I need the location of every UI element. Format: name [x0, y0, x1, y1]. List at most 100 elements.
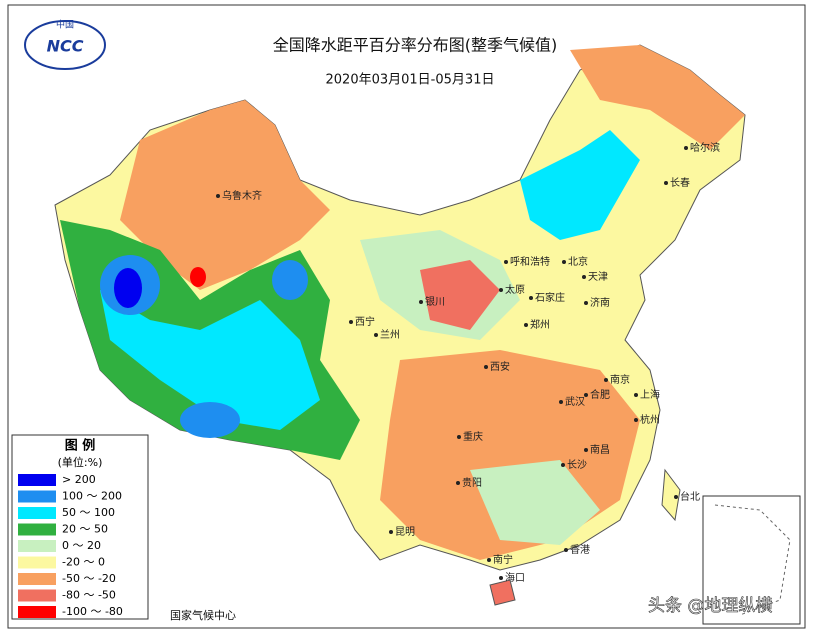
city-dot	[634, 393, 638, 397]
south-sea-inset	[702, 495, 801, 625]
city-label: 合肥	[590, 388, 610, 401]
city-dot	[504, 260, 508, 264]
city-dot	[529, 296, 533, 300]
city-label: 哈尔滨	[690, 141, 720, 154]
legend-label: 0 ～ 20	[62, 539, 101, 552]
city-label: 香港	[570, 544, 590, 556]
region	[180, 402, 240, 438]
city-label: 台北	[680, 490, 700, 503]
legend: 图 例 (单位:%) > 200 100 ～ 200 50 ～ 100 20 ～ 50…	[11, 434, 149, 620]
legend-swatch	[18, 540, 56, 552]
logo-ring	[24, 20, 106, 70]
city-label: 天津	[588, 271, 608, 283]
legend-swatch	[18, 589, 56, 602]
city-dot	[584, 448, 588, 452]
city-dot	[349, 320, 353, 324]
city-label: 南京	[610, 373, 630, 386]
legend-label: -100 ～ -80	[62, 605, 123, 618]
city-dot	[419, 300, 423, 304]
legend-items: > 200 100 ～ 200 50 ～ 100 20 ～ 50 0 ～ 20 -20 ～…	[18, 473, 123, 618]
city-label: 乌鲁木齐	[222, 189, 262, 202]
legend-label: > 200	[62, 473, 96, 486]
city-label: 上海	[640, 388, 660, 401]
watermark: 头条 @地理纵横	[648, 596, 772, 616]
legend-label: -80 ～ -50	[62, 589, 116, 602]
source: 国家气候中心	[170, 608, 236, 622]
region	[190, 267, 206, 287]
city-label: 北京	[568, 255, 588, 268]
island	[661, 468, 681, 522]
city-label: 重庆	[463, 430, 483, 443]
region	[520, 130, 640, 240]
city-dot	[457, 435, 461, 439]
legend-swatch	[18, 573, 56, 585]
city-label: 银川	[425, 295, 445, 308]
city-dot	[664, 181, 668, 185]
city-dot	[524, 323, 528, 327]
region	[100, 290, 320, 430]
map	[54, 44, 746, 606]
city-label: 贵阳	[462, 476, 482, 489]
city-label: 西安	[490, 360, 510, 373]
city-dot	[634, 418, 638, 422]
city-label: 长沙	[567, 459, 587, 471]
region	[120, 100, 330, 290]
legend-swatch	[18, 507, 56, 519]
region	[420, 260, 500, 330]
city-label: 南宁	[493, 553, 513, 566]
city-label: 南昌	[590, 443, 610, 456]
legend-label: -50 ～ -20	[62, 572, 116, 585]
legend-title: 图 例	[65, 438, 96, 454]
title: 全国降水距平百分率分布图(整季气候值)	[273, 36, 558, 55]
city-dot	[487, 558, 491, 562]
city-label: 昆明	[395, 526, 415, 538]
city-label: 海口	[505, 571, 525, 584]
city-dot	[499, 288, 503, 292]
city-dot	[456, 481, 460, 485]
region	[114, 268, 142, 308]
city-dot	[674, 495, 678, 499]
island	[489, 579, 516, 606]
city-label: 杭州	[640, 413, 660, 426]
city-label: 郑州	[530, 318, 550, 331]
city-label: 长春	[670, 177, 690, 189]
region	[570, 45, 745, 150]
city-label: 济南	[590, 296, 610, 309]
city-label: 西宁	[355, 315, 375, 328]
city-dot	[684, 146, 688, 150]
city-label: 兰州	[380, 328, 400, 341]
city-label: 太原	[505, 283, 525, 296]
city-dot	[389, 530, 393, 534]
legend-label: 50 ～ 100	[62, 506, 115, 519]
logo: 中国 NCC	[24, 19, 106, 70]
city-dot	[564, 548, 568, 552]
city-dot	[561, 463, 565, 467]
logo-center: NCC	[47, 37, 84, 56]
legend-label: 20 ～ 50	[62, 523, 108, 536]
city-dot	[559, 400, 563, 404]
city-label: 呼和浩特	[510, 256, 550, 268]
legend-swatch	[18, 606, 56, 618]
legend-label: 100 ～ 200	[62, 490, 122, 503]
subtitle: 2020年03月01日-05月31日	[326, 73, 495, 88]
city-dot	[216, 194, 220, 198]
city-dot	[584, 301, 588, 305]
city-dot	[484, 365, 488, 369]
city-dot	[562, 260, 566, 264]
legend-swatch	[18, 556, 56, 569]
city-dot	[604, 378, 608, 382]
region	[272, 260, 308, 300]
legend-swatch	[18, 523, 56, 536]
city-dot	[374, 333, 378, 337]
inset-border	[714, 504, 791, 616]
legend-swatch	[18, 490, 56, 503]
city-dot	[584, 393, 588, 397]
legend-label: -20 ～ 0	[62, 556, 105, 569]
city-label: 石家庄	[535, 291, 565, 304]
legend-swatch	[18, 474, 56, 486]
logo-top: 中国	[56, 19, 74, 31]
city-label: 武汉	[565, 395, 585, 408]
